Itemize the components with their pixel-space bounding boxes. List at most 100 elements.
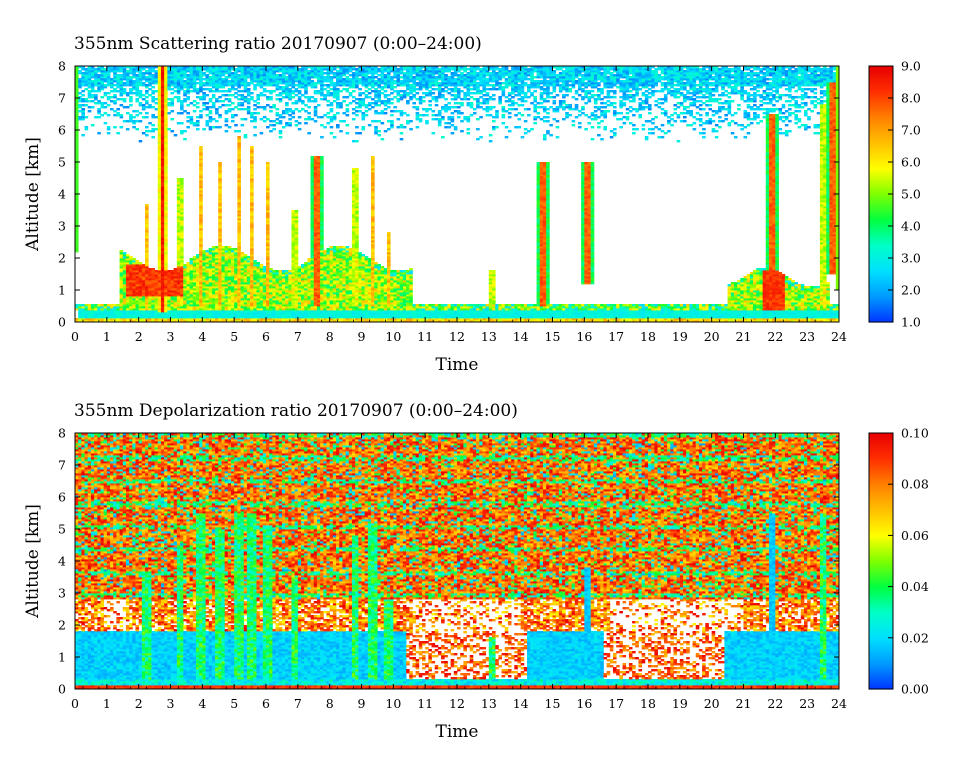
heatmap-cell xyxy=(438,304,442,306)
heatmap-cell xyxy=(572,304,576,306)
heatmap-cell xyxy=(451,304,455,306)
heatmap-cell xyxy=(444,304,448,306)
heatmap-cell xyxy=(626,304,630,306)
heatmap-cell xyxy=(591,304,595,306)
heatmap-cell xyxy=(75,304,79,306)
heatmap-cell xyxy=(479,304,483,306)
heatmap-cell xyxy=(419,304,423,306)
heatmap-cell xyxy=(476,304,480,306)
heatmap-cell xyxy=(581,304,585,306)
heatmap-cell xyxy=(616,304,620,306)
heatmap-cell xyxy=(473,304,477,306)
heatmap-cell xyxy=(613,304,617,306)
heatmap-cell xyxy=(607,304,611,306)
heatmap-cell xyxy=(100,304,104,306)
heatmap-cell xyxy=(517,304,521,306)
heatmap-cell xyxy=(116,304,120,306)
heatmap-cell xyxy=(632,304,636,306)
heatmap-cell xyxy=(718,304,722,306)
heatmap-cell xyxy=(673,304,677,306)
heatmap-cell xyxy=(833,304,837,306)
heatmap-cell xyxy=(603,304,607,306)
heatmap-cell xyxy=(498,304,502,306)
heatmap-cell xyxy=(91,304,95,306)
heatmap-cell xyxy=(696,304,700,306)
heatmap-cell xyxy=(447,304,451,306)
heatmap-cell xyxy=(113,304,117,306)
heatmap-cell xyxy=(670,304,674,306)
heatmap-cell xyxy=(610,304,614,306)
heatmap-cell xyxy=(654,304,658,306)
heatmap-cell xyxy=(110,304,114,306)
heatmap-cell xyxy=(588,304,592,306)
heatmap-cell xyxy=(629,304,633,306)
heatmap-cell xyxy=(686,304,690,306)
scattering-ratio-title: 355nm Scattering ratio 20170907 (0:00–24… xyxy=(74,34,482,54)
heatmap-cell xyxy=(486,304,490,306)
heatmap-cell xyxy=(565,304,569,306)
heatmap-cell xyxy=(715,304,719,306)
heatmap-cell xyxy=(441,304,445,306)
heatmap-cell xyxy=(584,304,588,306)
heatmap-cell xyxy=(648,304,652,306)
heatmap-cell xyxy=(425,304,429,306)
heatmap-cell xyxy=(829,304,833,306)
heatmap-cell xyxy=(511,304,515,306)
heatmap-cell xyxy=(635,304,639,306)
heatmap-cell xyxy=(530,304,534,306)
heatmap-cell xyxy=(553,304,557,306)
heatmap-cell xyxy=(600,304,604,306)
heatmap-cell xyxy=(689,304,693,306)
heatmap-cell xyxy=(508,304,512,306)
heatmap-cell xyxy=(619,304,623,306)
heatmap-cell xyxy=(97,304,101,306)
heatmap-cell xyxy=(597,304,601,306)
heatmap-cell xyxy=(107,304,111,306)
heatmap-cell xyxy=(435,304,439,306)
heatmap-cell xyxy=(708,304,712,306)
heatmap-cell xyxy=(422,304,426,306)
heatmap-cell xyxy=(482,304,486,306)
heatmap-cell xyxy=(549,304,553,306)
heatmap-cell xyxy=(680,304,684,306)
heatmap-cell xyxy=(454,304,458,306)
heatmap-cell xyxy=(645,304,649,306)
scattering-ratio-heatmap xyxy=(75,66,839,322)
heatmap-cell xyxy=(712,304,716,306)
heatmap-cell xyxy=(559,304,563,306)
heatmap-cell xyxy=(460,304,464,306)
heatmap-cell xyxy=(457,304,461,306)
heatmap-cell xyxy=(594,304,598,306)
heatmap-cell xyxy=(521,304,525,306)
heatmap-cell xyxy=(505,304,509,306)
heatmap-cell xyxy=(562,304,566,306)
heatmap-cell xyxy=(705,304,709,306)
heatmap-cell xyxy=(623,304,627,306)
heatmap-cell xyxy=(661,304,665,306)
heatmap-cell xyxy=(514,304,518,306)
heatmap-cell xyxy=(85,304,89,306)
heatmap-cell xyxy=(75,318,79,320)
heatmap-cell xyxy=(724,304,728,306)
heatmap-cell xyxy=(702,304,706,306)
heatmap-cell xyxy=(677,304,681,306)
heatmap-cell xyxy=(81,304,85,306)
heatmap-cell xyxy=(699,304,703,306)
heatmap-cell xyxy=(416,304,420,306)
heatmap-cell xyxy=(524,304,528,306)
heatmap-cell xyxy=(651,304,655,306)
heatmap-cell xyxy=(693,304,697,306)
heatmap-cell xyxy=(527,304,531,306)
heatmap-cell xyxy=(642,304,646,306)
heatmap-cell xyxy=(104,304,108,306)
heatmap-cell xyxy=(470,304,474,306)
heatmap-cell xyxy=(575,304,579,306)
heatmap-cell xyxy=(721,304,725,306)
heatmap-cell xyxy=(467,304,471,306)
heatmap-cell xyxy=(568,304,572,306)
heatmap-cell xyxy=(94,304,98,306)
heatmap-cell xyxy=(432,304,436,306)
heatmap-cell xyxy=(638,304,642,306)
heatmap-cell xyxy=(412,304,416,306)
heatmap-cell xyxy=(578,304,582,306)
